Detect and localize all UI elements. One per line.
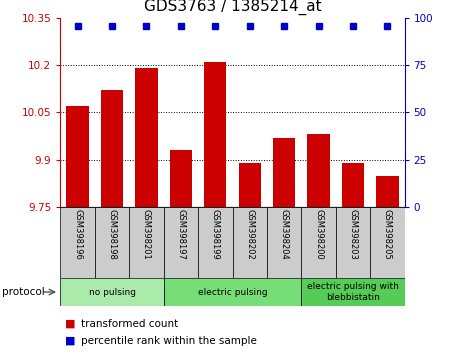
Text: transformed count: transformed count	[81, 319, 179, 329]
Bar	[164, 207, 198, 278]
Bar	[232, 207, 267, 278]
Bar	[66, 106, 89, 207]
Text: GSM398205: GSM398205	[383, 209, 392, 260]
Title: GDS3763 / 1385214_at: GDS3763 / 1385214_at	[144, 0, 321, 15]
Text: electric pulsing with
blebbistatin: electric pulsing with blebbistatin	[307, 282, 399, 302]
Bar	[376, 176, 399, 207]
Bar	[342, 163, 364, 207]
Text: electric pulsing: electric pulsing	[198, 287, 267, 297]
Text: GSM398203: GSM398203	[348, 209, 358, 260]
Bar	[204, 62, 226, 207]
Text: ■: ■	[65, 336, 76, 346]
Text: GSM398200: GSM398200	[314, 209, 323, 260]
Text: GSM398201: GSM398201	[142, 209, 151, 260]
Bar	[198, 207, 232, 278]
Text: GSM398199: GSM398199	[211, 209, 220, 260]
Bar	[273, 138, 295, 207]
Bar	[301, 207, 336, 278]
Bar	[336, 207, 370, 278]
Text: percentile rank within the sample: percentile rank within the sample	[81, 336, 257, 346]
Bar	[95, 207, 129, 278]
Text: GSM398204: GSM398204	[279, 209, 289, 260]
Text: GSM398197: GSM398197	[176, 209, 186, 260]
Bar	[129, 207, 164, 278]
Bar	[164, 278, 301, 306]
Bar	[135, 68, 158, 207]
Bar	[307, 135, 330, 207]
Bar	[301, 278, 405, 306]
Bar	[239, 163, 261, 207]
Bar	[101, 90, 123, 207]
Bar	[60, 278, 164, 306]
Bar	[170, 150, 192, 207]
Text: ■: ■	[65, 319, 76, 329]
Text: GSM398202: GSM398202	[245, 209, 254, 260]
Text: no pulsing: no pulsing	[88, 287, 136, 297]
Bar	[370, 207, 405, 278]
Text: GSM398196: GSM398196	[73, 209, 82, 260]
Bar	[267, 207, 301, 278]
Text: protocol: protocol	[2, 287, 45, 297]
Text: GSM398198: GSM398198	[107, 209, 117, 260]
Bar	[60, 207, 95, 278]
